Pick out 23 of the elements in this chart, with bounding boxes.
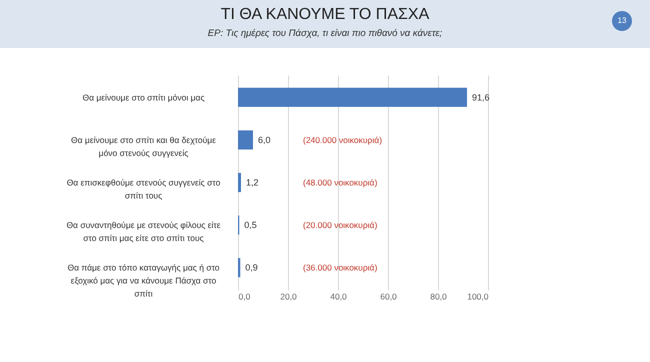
annotation: (48.000 νοικοκυριά): [303, 178, 378, 188]
data-label: 1,2: [246, 178, 259, 188]
y-tick-label: Θα μείνουμε στο σπίτι μόνοι μας: [82, 92, 205, 102]
y-tick-label: Θα επισκεφθούμε στενούς συγγενείς στο σπίτι τους: [66, 178, 221, 200]
y-tick-label: Θα πάμε στο τόπο καταγωγής μας ή στο εξοχικό μας για να κάνουμε Πάσχα στο σπίτι: [67, 262, 220, 299]
x-tick-label: 100,0: [467, 292, 489, 302]
x-tick-label: 0,0: [238, 292, 251, 302]
annotation: (240.000 νοικοκυριά): [303, 134, 382, 145]
text: 13: [612, 11, 632, 31]
y-tick-label: Θα μείνουμε στο σπίτι και θα δεχτούμε μόνο στενούς συγγενείς: [71, 134, 216, 158]
data-label: 0,5: [244, 220, 257, 230]
annotation: (20.000 νοικοκυριά): [303, 220, 378, 230]
data-label: 0,9: [245, 262, 258, 273]
x-tick-label: 80,0: [430, 292, 448, 302]
chart-subtitle: ΕΡ: Τις ημέρες του Πάσχα, τι είναι πιο πιθανό να κάνετε;: [206, 28, 444, 39]
x-tick-label: 40,0: [330, 292, 348, 302]
annotation: (36.000 νοικοκυριά): [303, 262, 378, 273]
x-tick-label: 60,0: [380, 292, 398, 302]
data-label: 6,0: [258, 134, 271, 145]
x-tick-label: 20,0: [280, 292, 298, 302]
data-label: 91,6: [472, 92, 490, 102]
chart-title: ΤΙ ΘΑ ΚΑΝΟΥΜΕ ΤΟ ΠΑΣΧΑ: [220, 6, 430, 23]
y-tick-label: Θα συναντηθούμε με στενούς φίλους είτε στο σπίτι μας είτε στο σπίτι τους: [66, 220, 221, 244]
